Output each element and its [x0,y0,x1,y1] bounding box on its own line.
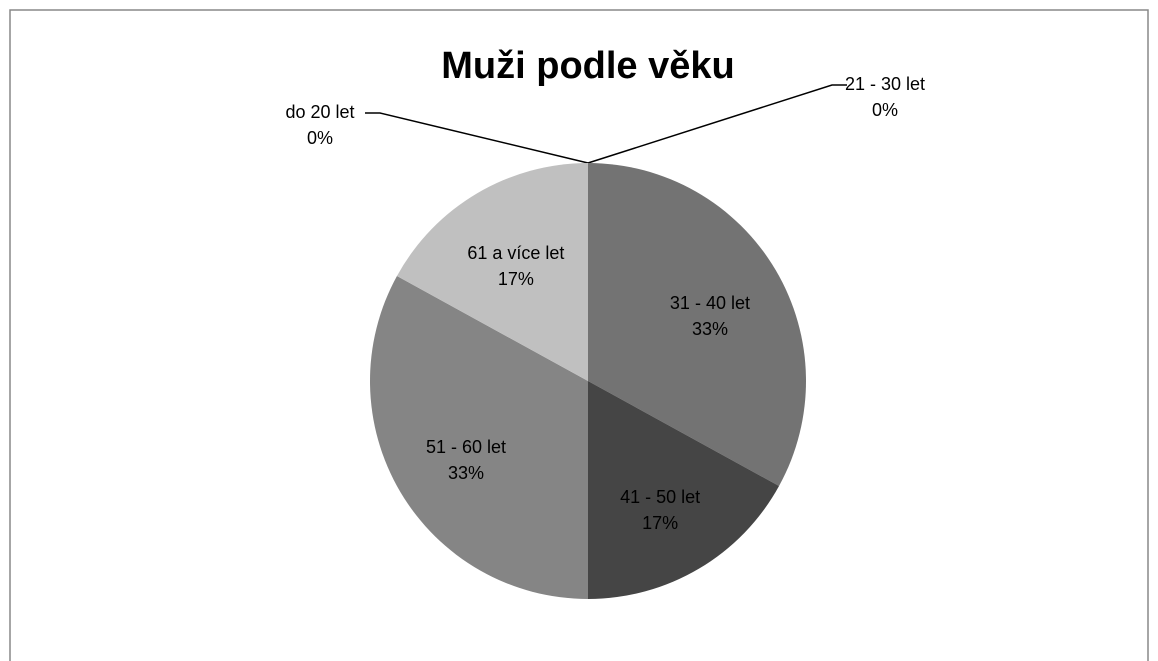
slice-label: 51 - 60 let 33% [426,437,506,483]
slice-label: 21 - 30 let 0% [845,74,925,120]
chart-title: Muži podle věku [441,45,734,87]
slice-label-name: 61 a více let [467,243,564,263]
slice-label-name: 31 - 40 let [670,293,750,313]
slice-label-value: 33% [692,319,728,339]
pie-slice [369,275,588,599]
leader-line [587,84,847,164]
slice-label-name: 51 - 60 let [426,437,506,457]
pie-slice [396,163,588,381]
slice-label-name: 41 - 50 let [620,487,700,507]
pie-slice [588,163,806,487]
slice-label: 31 - 40 let 33% [670,293,750,339]
slice-label: 41 - 50 let 17% [620,487,700,533]
slice-label-value: 0% [307,128,333,148]
slice-label-name: 21 - 30 let [845,74,925,94]
slice-label: 61 a více let 17% [467,243,564,289]
pie-slice [588,381,780,599]
slice-label-value: 17% [642,513,678,533]
slice-label-value: 33% [448,463,484,483]
slice-label: do 20 let 0% [285,102,354,148]
chart-border [9,9,1149,661]
slice-label-value: 0% [872,100,898,120]
leader-line [365,112,589,164]
slice-label-name: do 20 let [285,102,354,122]
slice-label-value: 17% [498,269,534,289]
